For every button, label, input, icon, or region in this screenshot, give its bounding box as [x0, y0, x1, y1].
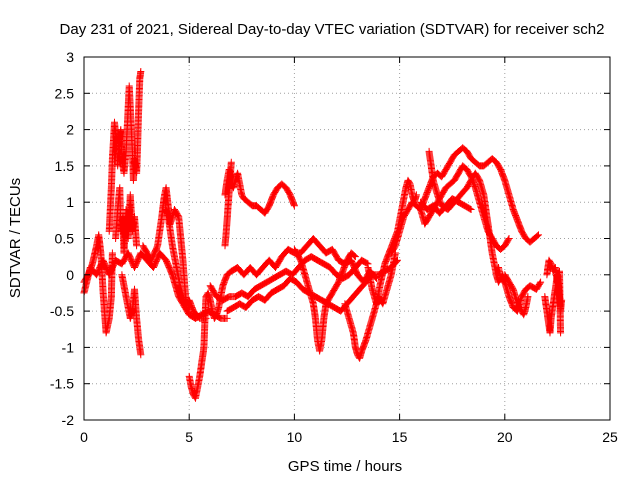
x-tick-label: 10	[287, 429, 303, 445]
y-tick-label: -2	[62, 412, 75, 428]
y-tick-label: 3	[66, 49, 74, 65]
x-tick-label: 25	[602, 429, 618, 445]
x-tick-label: 0	[80, 429, 88, 445]
data-points	[80, 68, 566, 402]
y-tick-label: 2.5	[55, 85, 75, 101]
y-tick-label: -0.5	[50, 303, 74, 319]
y-tick-label: 0	[66, 267, 74, 283]
y-tick-label: -1.5	[50, 376, 74, 392]
y-tick-label: -1	[62, 339, 75, 355]
x-tick-label: 5	[185, 429, 193, 445]
axis-ticks: 0 5 10 15 20 25 -2 -1.5 -1 -0.5 0 0.5 1 1.5 2 2.5 3	[50, 49, 618, 445]
x-tick-label: 15	[392, 429, 408, 445]
y-tick-label: 0.5	[55, 231, 75, 247]
y-tick-label: 1	[66, 194, 74, 210]
grid	[84, 57, 610, 420]
y-axis-label: SDTVAR / TECUs	[7, 178, 24, 298]
sdtvar-markers	[80, 68, 566, 402]
x-axis-label: GPS time / hours	[288, 458, 402, 475]
y-tick-label: 2	[66, 122, 74, 138]
chart-title: Day 231 of 2021, Sidereal Day-to-day VTE…	[60, 21, 605, 38]
y-tick-label: 1.5	[55, 158, 75, 174]
x-tick-label: 20	[497, 429, 513, 445]
